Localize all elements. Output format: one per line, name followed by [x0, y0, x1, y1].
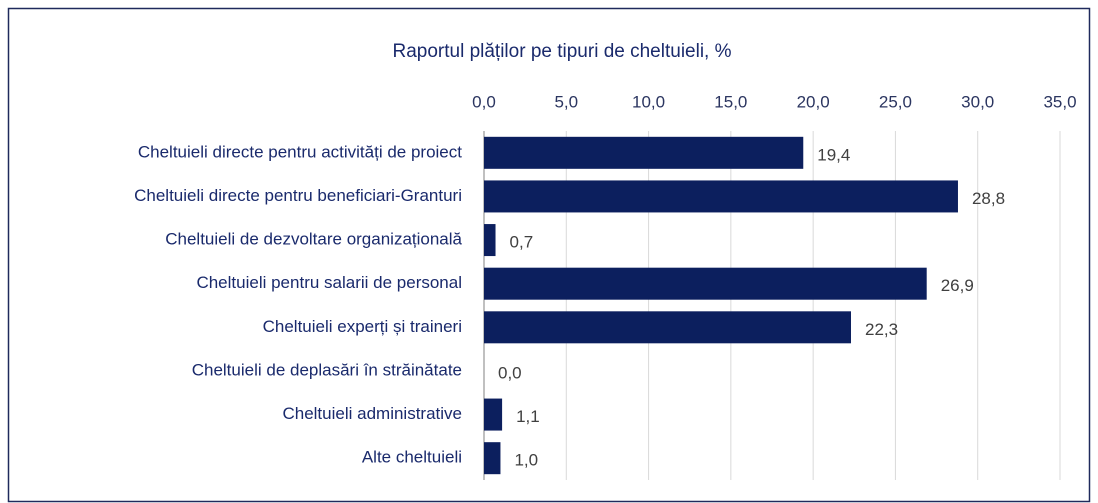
data-label: 1,0 — [514, 451, 538, 470]
y-tick-label: Cheltuieli directe pentru activități de … — [138, 142, 462, 161]
x-tick-label: 35,0 — [1043, 92, 1076, 111]
x-tick-label: 15,0 — [714, 92, 747, 111]
x-tick-label: 25,0 — [879, 92, 912, 111]
bar — [484, 398, 503, 431]
data-label: 28,8 — [972, 189, 1005, 208]
y-tick-label: Cheltuieli administrative — [282, 404, 462, 423]
y-tick-label: Cheltuieli pentru salarii de personal — [196, 273, 462, 292]
data-label: 22,3 — [865, 320, 898, 339]
y-tick-label: Alte cheltuieli — [362, 448, 462, 467]
data-label: 1,1 — [516, 407, 540, 426]
bar — [484, 136, 804, 169]
bar — [484, 311, 851, 344]
y-tick-label: Cheltuieli de dezvoltare organizațională — [165, 230, 462, 249]
y-tick-label: Cheltuieli directe pentru beneficiari-Gr… — [134, 186, 462, 205]
y-tick-label: Cheltuieli experți și traineri — [263, 317, 462, 336]
y-tick-label: Cheltuieli de deplasări în străinătate — [192, 360, 462, 379]
data-label: 26,9 — [941, 276, 974, 295]
x-tick-label: 0,0 — [472, 92, 496, 111]
bar — [484, 267, 927, 300]
chart-title: Raportul plăților pe tipuri de cheltuiel… — [392, 41, 731, 62]
x-tick-label: 5,0 — [554, 92, 578, 111]
chart-frame — [7, 7, 1091, 503]
bar — [484, 442, 501, 475]
bar — [484, 180, 958, 213]
data-label: 0,0 — [498, 363, 522, 382]
data-label: 19,4 — [817, 145, 850, 164]
x-tick-label: 10,0 — [632, 92, 665, 111]
x-tick-label: 30,0 — [961, 92, 994, 111]
x-tick-label: 20,0 — [797, 92, 830, 111]
data-label: 0,7 — [510, 233, 534, 252]
bar — [484, 224, 496, 257]
